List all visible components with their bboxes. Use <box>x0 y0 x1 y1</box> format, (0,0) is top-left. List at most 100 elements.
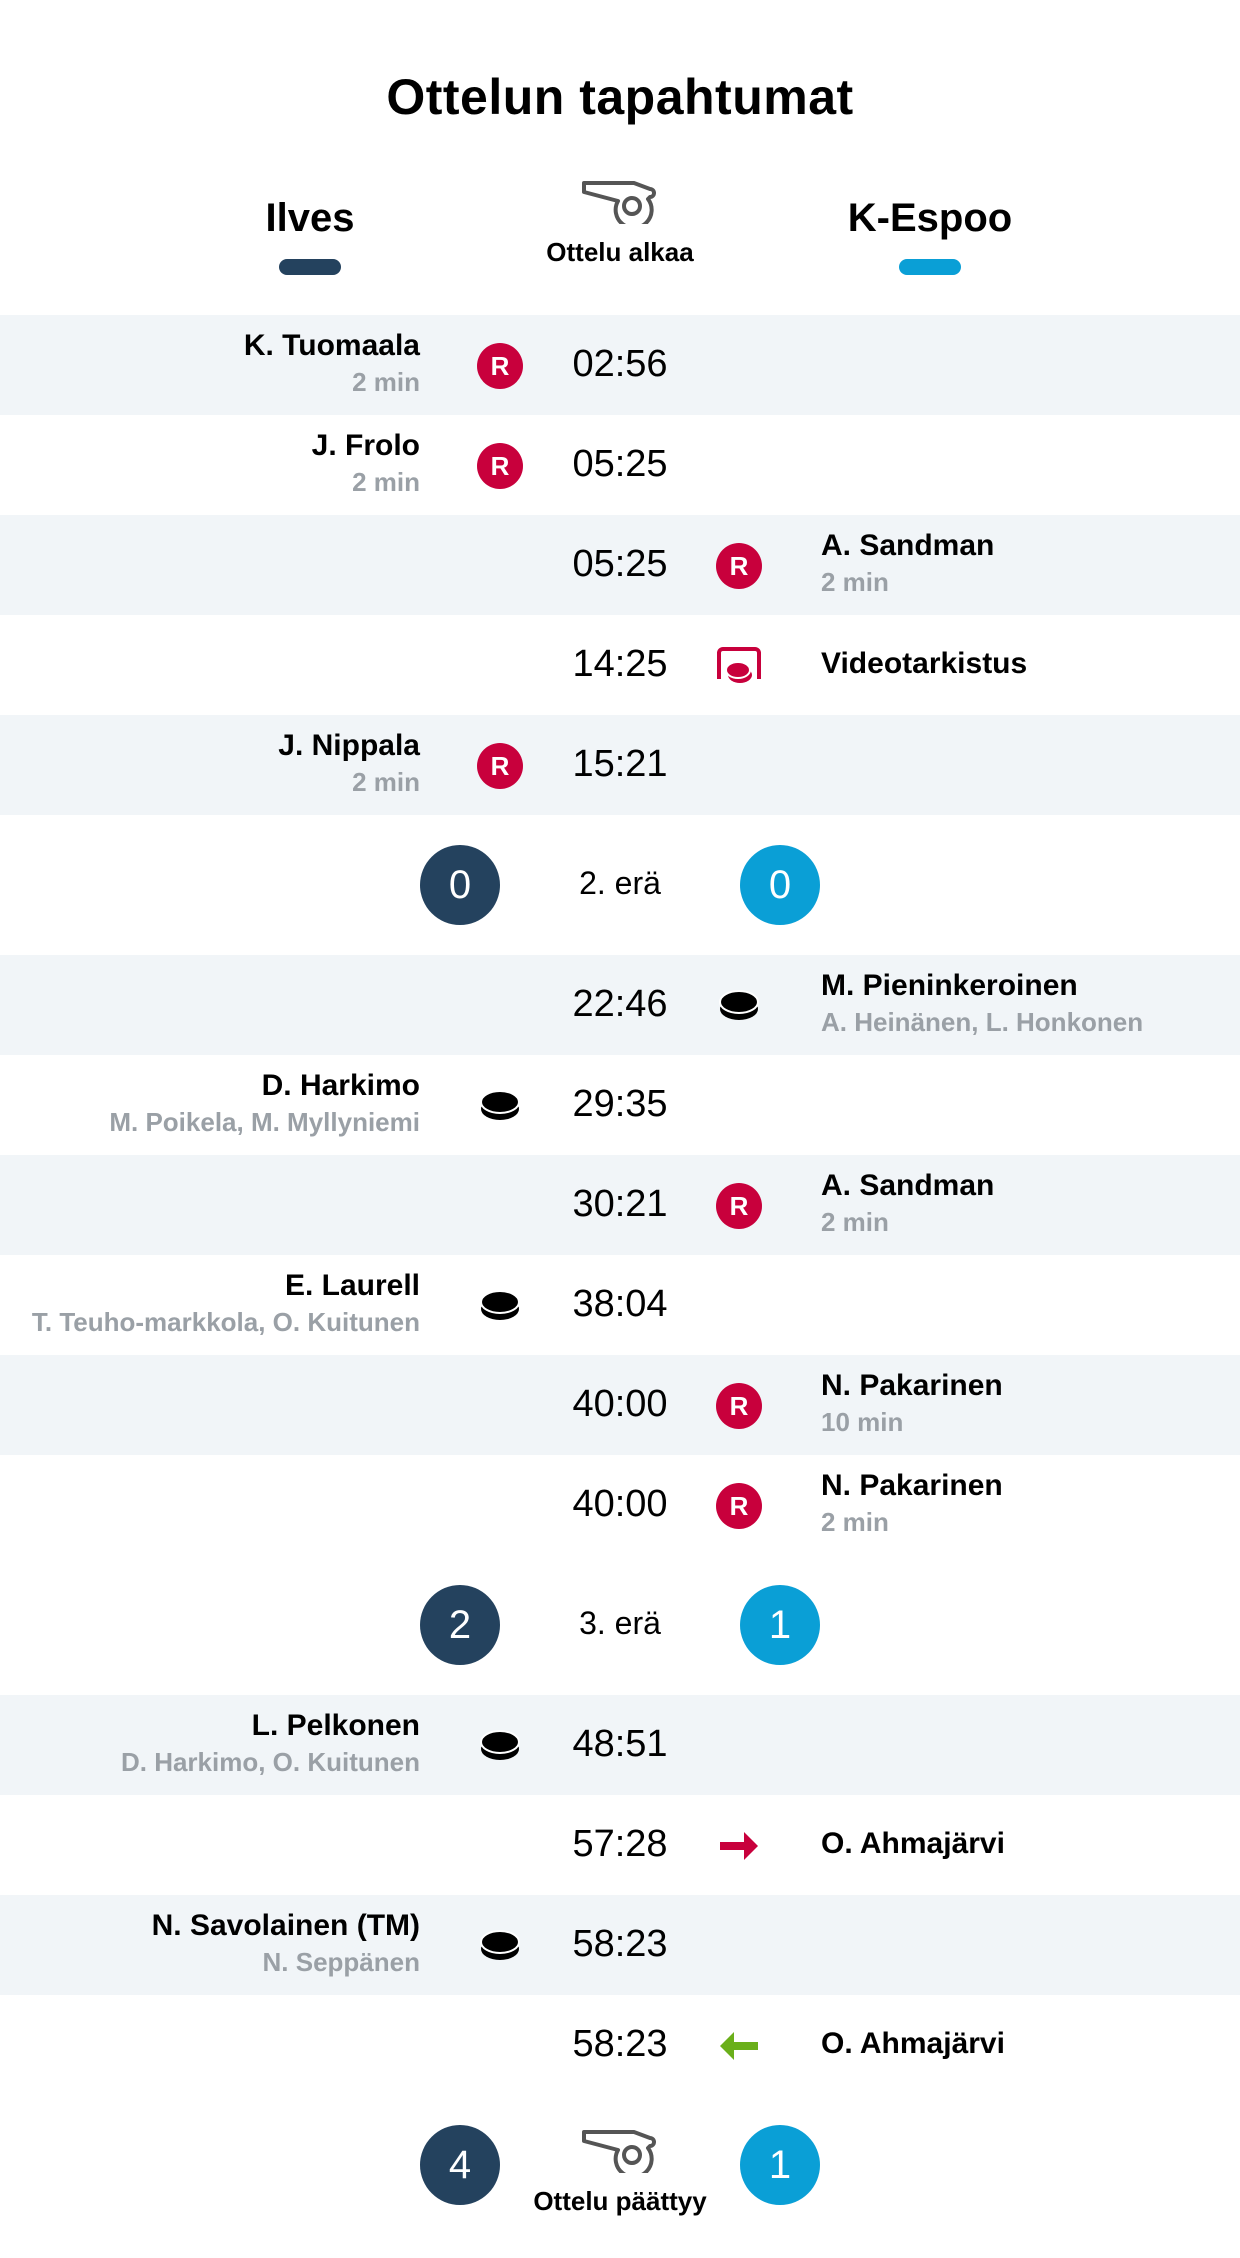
event-time: 48:51 <box>572 1723 668 1765</box>
away-score: 0 <box>740 845 820 925</box>
away-score: 1 <box>740 1585 820 1665</box>
event-row: K. Tuomaala 2 min R 02:56 <box>0 315 1240 415</box>
event-row: O. Ahmajärvi 58:23 <box>0 1995 1240 2095</box>
event-text: L. Pelkonen D. Harkimo, O. Kuitunen <box>121 1709 420 1778</box>
video-review-icon <box>717 647 761 683</box>
puck-icon <box>480 1930 520 1960</box>
penalty-icon: R <box>477 343 523 389</box>
event-detail: D. Harkimo, O. Kuitunen <box>120 1747 420 1777</box>
arrow-left-icon <box>720 2032 758 2060</box>
period-separator: 2 3. erä 1 <box>0 1555 1240 1695</box>
period-label: 2. erä <box>579 865 661 901</box>
player-name: A. Sandman <box>821 529 995 562</box>
event-time: 57:28 <box>572 1823 668 1865</box>
event-text: O. Ahmajärvi <box>821 1827 1005 1861</box>
event-text: J. Nippala 2 min <box>278 729 420 798</box>
event-text: N. Pakarinen 2 min <box>821 1469 1003 1538</box>
match-end: 4 Ottelu päättyy 1 <box>0 2095 1240 2258</box>
event-text: D. Harkimo M. Poikela, M. Myllyniemi <box>109 1069 420 1138</box>
penalty-icon: R <box>716 1483 762 1529</box>
event-row: D. Harkimo M. Poikela, M. Myllyniemi 29:3… <box>0 1055 1240 1155</box>
home-score: 0 <box>420 845 500 925</box>
puck-icon <box>480 1290 520 1320</box>
event-time: 29:35 <box>572 1083 668 1125</box>
page-title: Ottelun tapahtumat <box>386 69 854 125</box>
event-row: E. Laurell T. Teuho-markkola, O. Kuitune… <box>0 1255 1240 1355</box>
player-name: N. Pakarinen <box>821 1469 1003 1502</box>
home-score: 2 <box>420 1585 500 1665</box>
player-name: Videotarkistus <box>821 647 1028 680</box>
penalty-icon: R <box>477 443 523 489</box>
home-team: Ilves <box>160 196 460 275</box>
event-time: 05:25 <box>572 443 668 485</box>
player-name: E. Laurell <box>284 1269 420 1302</box>
player-name: D. Harkimo <box>261 1069 420 1102</box>
whistle-icon <box>582 2130 656 2179</box>
event-row: A. Sandman 2 min R 30:21 <box>0 1155 1240 1255</box>
event-time: 15:21 <box>572 743 668 785</box>
period-label: 3. erä <box>579 1605 661 1641</box>
player-name: A. Sandman <box>821 1169 995 1202</box>
away-team-name: K-Espoo <box>847 196 1013 240</box>
event-text: A. Sandman 2 min <box>821 529 994 598</box>
event-text: J. Frolo 2 min <box>312 429 420 498</box>
event-text: N. Pakarinen 10 min <box>821 1369 1003 1438</box>
event-detail: 2 min <box>352 467 420 497</box>
away-team: K-Espoo <box>780 196 1080 275</box>
event-time: 58:23 <box>572 1923 668 1965</box>
event-text: K. Tuomaala 2 min <box>244 329 420 398</box>
event-text: Videotarkistus <box>821 647 1027 681</box>
event-detail: T. Teuho-markkola, O. Kuitunen <box>31 1307 420 1337</box>
player-name: N. Savolainen (TM) <box>151 1909 420 1942</box>
event-row: J. Nippala 2 min R 15:21 <box>0 715 1240 815</box>
away-team-color <box>899 259 961 275</box>
event-time: 05:25 <box>572 543 668 585</box>
home-final-score: 4 <box>420 2125 500 2205</box>
event-text: N. Savolainen (TM) N. Seppänen <box>152 1909 420 1978</box>
event-row: N. Pakarinen 10 min R 40:00 <box>0 1355 1240 1455</box>
puck-icon <box>719 990 759 1020</box>
penalty-icon: R <box>716 1383 762 1429</box>
start-label: Ottelu alkaa <box>546 237 694 267</box>
event-time: 22:46 <box>572 983 668 1025</box>
match-start: Ottelu alkaa <box>520 180 720 268</box>
player-name: O. Ahmajärvi <box>821 2027 1005 2060</box>
event-time: 58:23 <box>572 2023 668 2065</box>
event-text: A. Sandman 2 min <box>821 1169 994 1238</box>
event-row: J. Frolo 2 min R 05:25 <box>0 415 1240 515</box>
puck-icon <box>480 1090 520 1120</box>
player-name: L. Pelkonen <box>251 1709 420 1742</box>
whistle-icon <box>582 181 656 230</box>
event-detail: 2 min <box>352 367 420 397</box>
event-detail: A. Heinänen, L. Honkonen <box>821 1007 1144 1037</box>
event-time: 14:25 <box>572 643 668 685</box>
arrow-right-icon <box>720 1832 758 1860</box>
penalty-icon: R <box>716 1183 762 1229</box>
player-name: J. Frolo <box>311 429 420 462</box>
player-name: K. Tuomaala <box>243 329 420 362</box>
event-text: O. Ahmajärvi <box>821 2027 1005 2061</box>
player-name: O. Ahmajärvi <box>821 1827 1005 1860</box>
event-time: 02:56 <box>572 343 668 385</box>
event-detail: 2 min <box>821 1507 889 1537</box>
event-row: Videotarkistus 14:25 <box>0 615 1240 715</box>
event-row: N. Pakarinen 2 min R 40:00 <box>0 1455 1240 1555</box>
event-row: A. Sandman 2 min R 05:25 <box>0 515 1240 615</box>
event-time: 30:21 <box>572 1183 668 1225</box>
player-name: N. Pakarinen <box>821 1369 1003 1402</box>
away-final-score: 1 <box>740 2125 820 2205</box>
penalty-icon: R <box>716 543 762 589</box>
puck-icon <box>480 1730 520 1760</box>
home-team-color <box>279 259 341 275</box>
event-time: 40:00 <box>572 1383 668 1425</box>
event-text: M. Pieninkeroinen A. Heinänen, L. Honkon… <box>821 969 1143 1038</box>
event-detail: N. Seppänen <box>262 1947 420 1977</box>
event-time: 40:00 <box>572 1483 668 1525</box>
event-row: O. Ahmajärvi 57:28 <box>0 1795 1240 1895</box>
event-row: M. Pieninkeroinen A. Heinänen, L. Honkon… <box>0 955 1240 1055</box>
period-separator: 0 2. erä 0 <box>0 815 1240 955</box>
event-detail: 2 min <box>352 767 420 797</box>
penalty-icon: R <box>477 743 523 789</box>
event-detail: M. Poikela, M. Myllyniemi <box>109 1107 420 1137</box>
player-name: J. Nippala <box>278 729 420 762</box>
